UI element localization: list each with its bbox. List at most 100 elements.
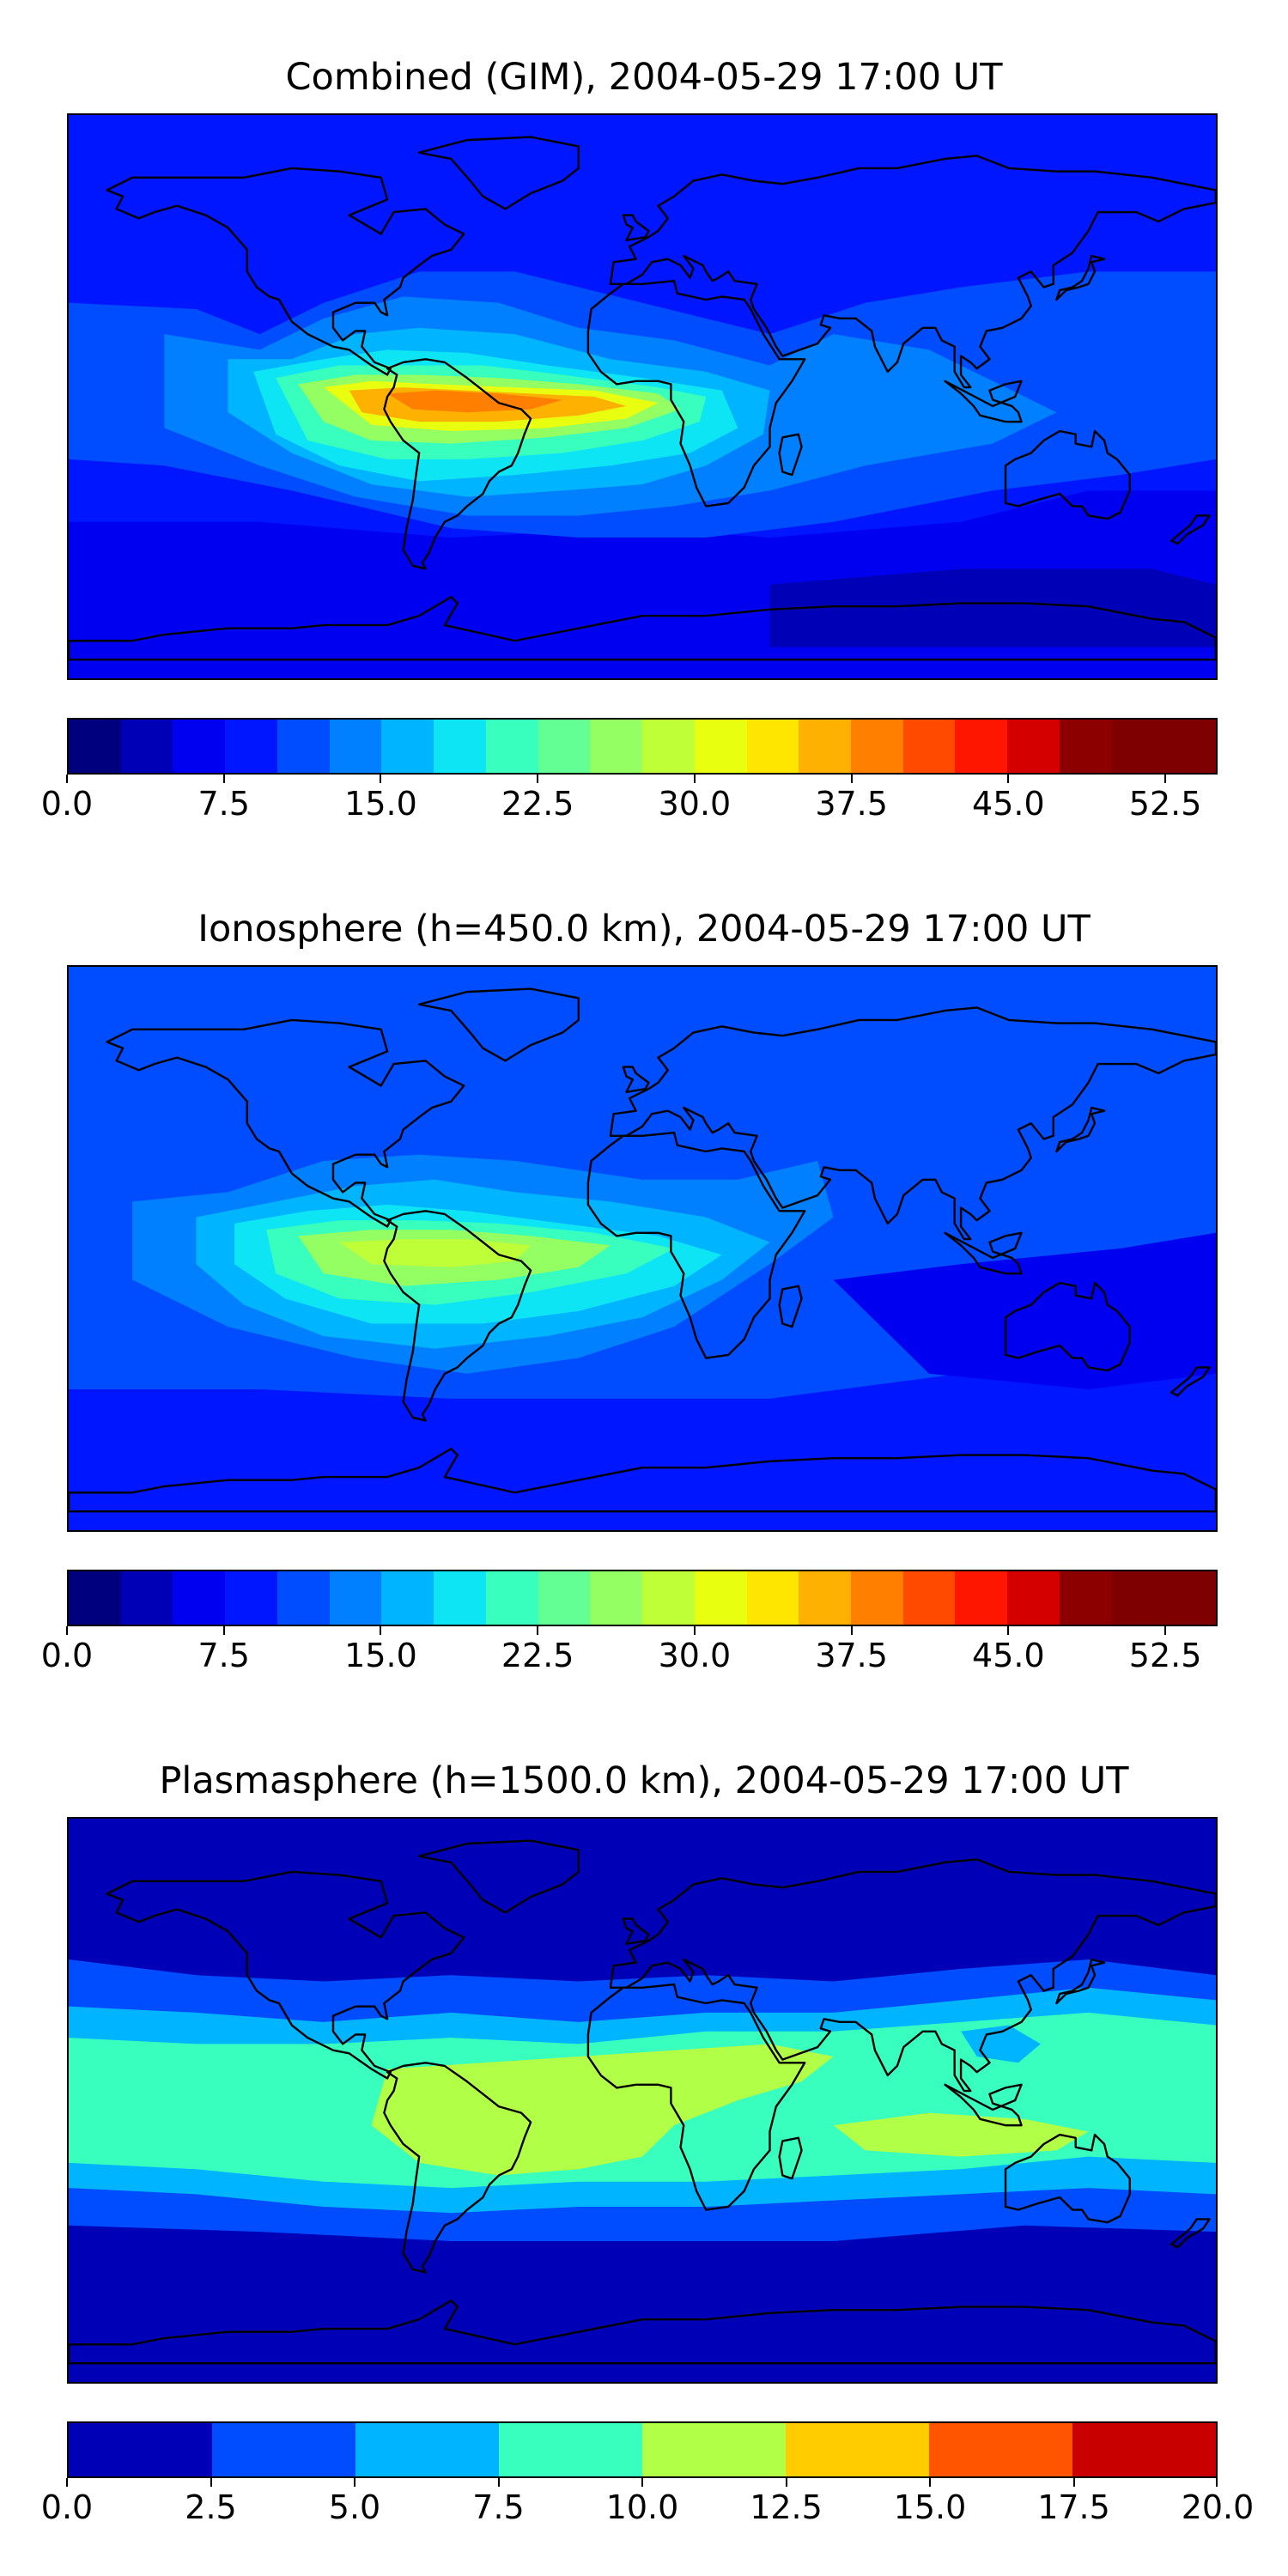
colorbar-tick	[497, 2478, 500, 2487]
colorbar-tick-label: 7.5	[472, 2488, 525, 2526]
colorbar-tick	[693, 775, 696, 783]
colorbar-tick	[537, 775, 539, 783]
colorbar-segment	[276, 720, 330, 773]
colorbar-tick-label: 22.5	[501, 785, 574, 823]
colorbar-segment	[1059, 1571, 1112, 1625]
colorbar-tick	[222, 1626, 225, 1635]
colorbar-segment	[929, 2423, 1072, 2476]
coastline-northAmerica	[106, 1870, 465, 2080]
coastline-australia	[1004, 429, 1131, 520]
coastline-australia	[1004, 2133, 1131, 2224]
colorbar-tick	[380, 775, 382, 783]
colorbar-tick-label: 0.0	[40, 1637, 94, 1674]
colorbar-segment	[434, 1571, 486, 1625]
coastline-greenland	[417, 136, 580, 210]
colorbar-segment	[642, 2423, 786, 2476]
colorbar-tick-label: 7.5	[197, 1637, 250, 1674]
coastline-newZealand	[1170, 1366, 1211, 1397]
colorbar-segment	[1072, 2423, 1216, 2476]
colorbar-segment	[590, 720, 643, 773]
colorbar-ionosphere	[67, 1570, 1218, 1626]
contour-level	[339, 1239, 532, 1267]
coastline-newZealand	[1170, 514, 1211, 545]
colorbar-segment	[786, 2423, 929, 2476]
coastline-eurasia	[609, 1858, 1216, 2093]
colorbar-segment	[212, 2423, 355, 2476]
colorbar-tick-label: 12.5	[750, 2488, 823, 2526]
colorbar-segment	[173, 720, 226, 773]
coastline-australia	[1004, 1281, 1131, 1372]
colorbar-tick-label: 22.5	[501, 1637, 574, 1674]
coastline-northAmerica	[106, 1018, 465, 1228]
colorbar-segment	[799, 1571, 852, 1625]
coastline-southAmerica	[383, 358, 532, 570]
colorbar-segment	[642, 720, 695, 773]
colorbar-segment	[746, 1571, 799, 1625]
colorbar-segment	[1059, 720, 1112, 773]
colorbar-segment	[590, 1571, 643, 1625]
colorbar-tick	[210, 2478, 212, 2487]
colorbar-tick-label: 30.0	[658, 785, 732, 823]
contour-level	[961, 2025, 1041, 2063]
panel-title-plasmasphere: Plasmasphere (h=1500.0 km), 2004-05-29 1…	[159, 1759, 1129, 1802]
colorbar-tick-label: 10.0	[605, 2488, 679, 2526]
colorbar-tick	[1164, 1626, 1167, 1635]
colorbar-tick	[1007, 1626, 1010, 1635]
colorbar-segment	[329, 720, 382, 773]
colorbar-tick-label: 45.0	[972, 1637, 1045, 1674]
contour-level	[769, 568, 1216, 647]
colorbar-tick-label: 52.5	[1128, 1637, 1202, 1674]
contour-level	[833, 1232, 1216, 1389]
contour-level	[387, 390, 563, 413]
colorbar-segment	[381, 720, 434, 773]
colorbar-tick	[222, 775, 225, 783]
colorbar-segment	[434, 720, 486, 773]
colorbar-segment	[1163, 1571, 1217, 1625]
colorbar-segment	[746, 720, 799, 773]
colorbar-tick	[1072, 2478, 1075, 2487]
colorbar-segment	[355, 2423, 499, 2476]
colorbar-segment	[120, 1571, 173, 1625]
map-plot	[69, 967, 1216, 1530]
colorbar-segment	[499, 2423, 642, 2476]
coastline-africa	[586, 1983, 806, 2211]
colorbar-tick-label: 15.0	[344, 785, 417, 823]
colorbar-segment	[955, 720, 1008, 773]
colorbar-segment	[1163, 720, 1217, 773]
map-ionosphere	[67, 965, 1218, 1532]
colorbar-segment	[642, 1571, 695, 1625]
colorbar-segment	[851, 720, 903, 773]
colorbar-tick	[66, 775, 68, 783]
colorbar-segment	[173, 1571, 226, 1625]
colorbar-segment	[1007, 720, 1060, 773]
colorbar-segment	[69, 1571, 121, 1625]
colorbar-combined	[67, 718, 1218, 775]
colorbar-tick	[641, 2478, 643, 2487]
coastline-madagascar	[778, 433, 803, 477]
coastline-northAmerica	[106, 167, 465, 376]
colorbar-segment	[1007, 1571, 1060, 1625]
colorbar-segment	[1111, 1571, 1164, 1625]
colorbar-tick-label: 37.5	[815, 785, 888, 823]
colorbar-tick	[1216, 2478, 1218, 2487]
colorbar-plasmasphere	[67, 2421, 1218, 2478]
colorbar-segment	[485, 1571, 538, 1625]
colorbar-tick	[929, 2478, 931, 2487]
coastline-newZealand	[1170, 2218, 1211, 2249]
colorbar-segment	[851, 1571, 903, 1625]
coastline-indonesia	[944, 380, 1023, 423]
colorbar-tick-label: 2.5	[185, 2488, 237, 2526]
colorbar-segment	[955, 1571, 1008, 1625]
colorbar-tick-label: 7.5	[197, 785, 250, 823]
colorbar-tick	[380, 1626, 382, 1635]
coastline-japan	[1055, 1958, 1106, 2005]
colorbar-segment	[1111, 720, 1164, 773]
coastline-greenland	[417, 987, 580, 1062]
coastline-eurasia	[609, 155, 1216, 389]
colorbar-tick-label: 17.5	[1037, 2488, 1110, 2526]
colorbar-tick	[66, 1626, 68, 1635]
contour-level	[371, 2044, 834, 2176]
colorbar-segment	[329, 1571, 382, 1625]
colorbar-segment	[69, 2423, 212, 2476]
coastline-uk	[622, 1066, 650, 1094]
